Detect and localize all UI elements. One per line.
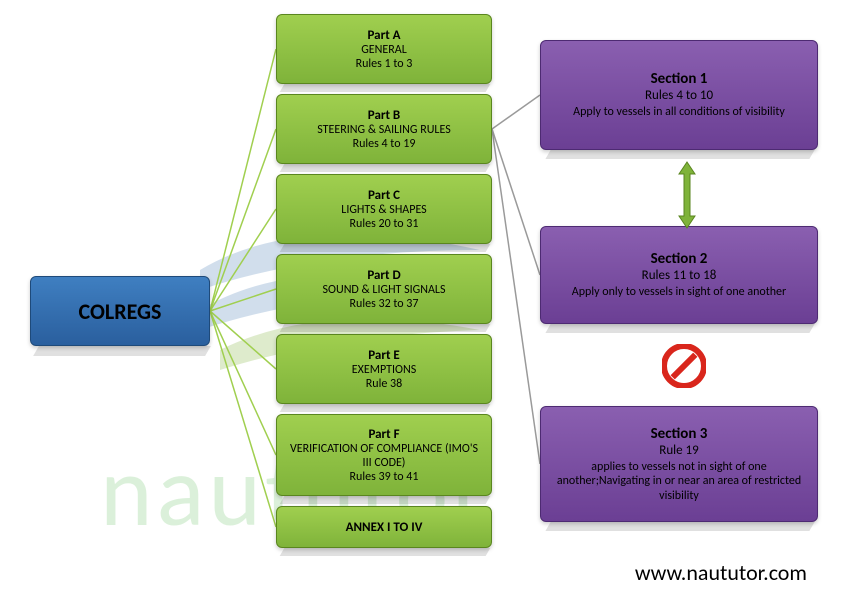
part-node-annex: ANNEX I TO IV [276,506,492,548]
part-subtitle: GENERAL [361,43,407,57]
root-label: COLREGS [79,298,162,325]
section-rules: Rule 19 [659,443,698,458]
part-node-part-c: Part CLIGHTS & SHAPESRules 20 to 31 [276,174,492,244]
part-title: Part E [368,348,400,363]
part-rules: Rules 4 to 19 [353,137,416,151]
part-title: Part C [368,188,400,203]
part-rules: Rules 1 to 3 [356,57,413,71]
part-node-part-a: Part AGENERALRules 1 to 3 [276,14,492,84]
part-title: Part A [367,28,400,43]
part-node-part-e: Part EEXEMPTIONSRule 38 [276,334,492,404]
part-node-part-b: Part BSTEERING & SAILING RULESRules 4 to… [276,94,492,164]
part-title: ANNEX I TO IV [346,520,423,535]
part-rules: Rule 38 [366,377,402,391]
part-subtitle: STEERING & SAILING RULES [317,123,450,137]
section-title: Section 1 [651,70,708,88]
part-node-part-f: Part FVERIFICATION OF COMPLIANCE (IMO'S … [276,414,492,496]
part-subtitle: SOUND & LIGHT SIGNALS [323,283,446,297]
part-title: Part B [368,108,400,123]
part-rules: Rules 32 to 37 [350,297,419,311]
prohibition-icon [662,344,706,388]
section-node-section-2: Section 2Rules 11 to 18 Apply only to ves… [540,226,818,324]
section-rules: Rules 11 to 18 [642,268,717,283]
section-desc: applies to vessels not in sight of one a… [549,460,809,503]
part-subtitle: EXEMPTIONS [352,363,416,377]
section-rules: Rules 4 to 10 [645,88,713,103]
part-rules: Rules 39 to 41 [350,470,419,484]
section-node-section-3: Section 3Rule 19 applies to vessels not i… [540,406,818,522]
part-rules: Rules 20 to 31 [350,217,419,231]
section-desc: Apply only to vessels in sight of one an… [572,285,786,299]
part-subtitle: LIGHTS & SHAPES [341,203,426,217]
part-title: Part D [367,268,400,283]
part-subtitle: VERIFICATION OF COMPLIANCE (IMO'S III CO… [285,442,483,470]
section-title: Section 3 [651,425,708,443]
bidirectional-arrow-icon [672,160,702,230]
footer-url: www.naututor.com [635,559,807,586]
root-node-colregs: COLREGS [30,276,210,346]
section-desc: Apply to vessels in all conditions of vi… [573,105,785,119]
part-title: Part F [368,427,399,442]
section-title: Section 2 [651,250,708,268]
part-node-part-d: Part DSOUND & LIGHT SIGNALSRules 32 to 3… [276,254,492,324]
section-node-section-1: Section 1Rules 4 to 10 Apply to vessels i… [540,40,818,150]
